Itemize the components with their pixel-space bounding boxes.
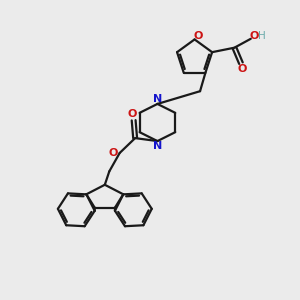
Text: O: O <box>128 109 137 119</box>
Text: O: O <box>238 64 247 74</box>
Text: H: H <box>258 32 266 41</box>
Text: O: O <box>250 32 259 41</box>
Text: O: O <box>109 148 118 158</box>
Text: N: N <box>153 141 162 152</box>
Text: O: O <box>194 31 203 41</box>
Text: N: N <box>153 94 162 103</box>
